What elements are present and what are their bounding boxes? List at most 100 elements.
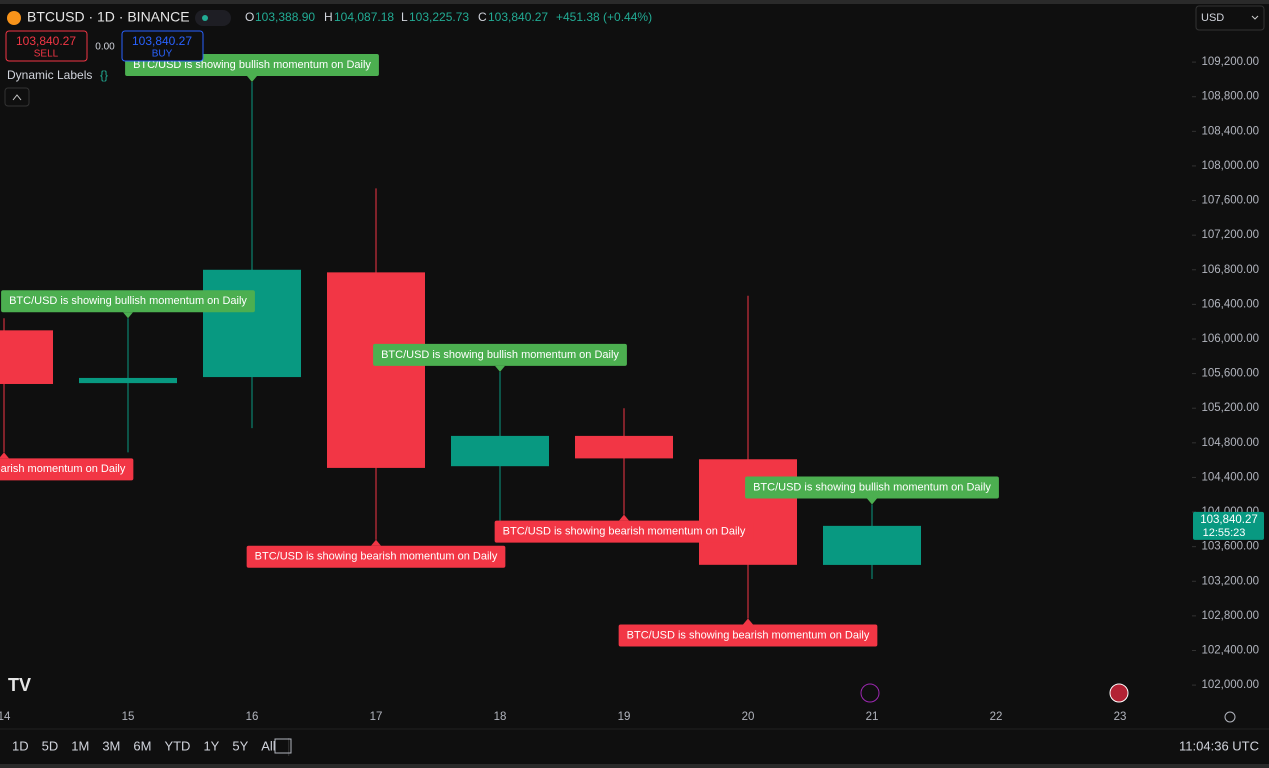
- event-icon[interactable]: [860, 683, 880, 703]
- y-tick-label: 105,600.00: [1201, 368, 1259, 380]
- price-tag-countdown: 12:55:23: [1203, 527, 1246, 539]
- toolbar: 1D 5D 1M 3M 6M YTD 1Y 5Y All: [12, 738, 290, 756]
- y-tick-label: 108,000.00: [1201, 160, 1259, 172]
- y-tick-label: 105,200.00: [1201, 402, 1259, 414]
- candle-body: [575, 435, 673, 459]
- buy-button[interactable]: [121, 30, 204, 62]
- c-value: 103,840.27: [488, 10, 548, 24]
- spread: 0.00: [95, 42, 115, 53]
- change: +451.38 (+0.44%): [556, 10, 652, 24]
- y-tick-label: 106,800.00: [1201, 264, 1259, 276]
- x-tick-label: 21: [866, 711, 879, 723]
- range-button[interactable]: 5Y: [232, 738, 248, 753]
- l-value: 103,225.73: [409, 10, 469, 24]
- signal-label: BTC/USD is showing bearish momentum on D…: [494, 514, 754, 543]
- y-tick-label: 107,600.00: [1201, 195, 1259, 207]
- range-button[interactable]: 3M: [102, 738, 120, 753]
- collapse-icon: [12, 94, 22, 101]
- dropdown-icon: [1251, 15, 1259, 20]
- x-tick-label: 22: [990, 711, 1003, 723]
- signal-pointer: [619, 514, 629, 521]
- bottom-edge: [0, 764, 1269, 768]
- y-tick-label: 102,800.00: [1201, 610, 1259, 622]
- signal-pointer: [0, 452, 9, 459]
- h-value: 104,087.18: [334, 10, 394, 24]
- signal-box: [745, 476, 999, 499]
- indicator-icon: {}: [100, 68, 108, 82]
- range-button[interactable]: 1D: [12, 738, 29, 753]
- y-tick-label: 104,800.00: [1201, 437, 1259, 449]
- range-button[interactable]: 5D: [42, 738, 59, 753]
- y-tick-label: 104,400.00: [1201, 471, 1259, 483]
- y-tick-label: 103,600.00: [1201, 541, 1259, 553]
- range-button[interactable]: 1M: [71, 738, 89, 753]
- signal-pointer: [743, 618, 753, 625]
- candle-body: [0, 330, 53, 384]
- range-button[interactable]: All: [261, 738, 276, 753]
- buy-label: BUY: [152, 49, 173, 60]
- currency-select[interactable]: [1195, 5, 1265, 31]
- candle-body: [203, 269, 301, 378]
- signal-label: BTC/USD is showing bullish momentum on D…: [125, 54, 379, 83]
- signal-text: BTC/USD is showing bullish momentum on D…: [381, 349, 619, 361]
- signal-box: [494, 520, 754, 543]
- currency: USD: [1201, 12, 1224, 24]
- x-tick-label: 18: [494, 711, 507, 723]
- clock: 11:04:36 UTC: [1179, 738, 1259, 753]
- candle-body: [699, 459, 797, 565]
- signal-box: [618, 624, 878, 647]
- status-pill[interactable]: [195, 10, 231, 26]
- y-tick-label: 102,400.00: [1201, 645, 1259, 657]
- l-label: L: [401, 10, 408, 24]
- symbol: BTCUSD · 1D · BINANCE: [27, 9, 190, 25]
- y-tick-label: 102,000.00: [1201, 679, 1259, 691]
- signal-label: BTC/USD is showing bullish momentum on D…: [745, 476, 999, 505]
- btc-icon: [7, 11, 21, 25]
- candle-body: [327, 272, 425, 468]
- y-tick-label: 106,000.00: [1201, 333, 1259, 345]
- x-tick-label: 19: [618, 711, 631, 723]
- signal-text: BTC/USD is showing bullish momentum on D…: [9, 295, 247, 307]
- signal-box: [246, 545, 506, 568]
- o-value: 103,388.90: [255, 10, 315, 24]
- signal-pointer: [371, 539, 381, 546]
- header: BTCUSD · 1D · BINANCE O 103,388.90 H 104…: [4, 5, 1265, 107]
- signal-box: [0, 458, 134, 481]
- x-tick-label: 15: [122, 711, 135, 723]
- signal-pointer: [247, 76, 257, 83]
- x-tick-label: 14: [0, 711, 11, 723]
- signal-label: BTC/USD is showing bullish momentum on D…: [1, 290, 255, 319]
- settings-icon[interactable]: [1224, 711, 1236, 723]
- signal-label: BTC/USD is showing bearish momentum on D…: [246, 539, 506, 568]
- y-tick-label: 107,200.00: [1201, 229, 1259, 241]
- candle-body: [79, 377, 177, 384]
- signal-text: BTC/USD is showing bearish momentum on D…: [0, 463, 126, 475]
- y-tick-label: 109,200.00: [1201, 56, 1259, 68]
- signal-text: BTC/USD is showing bearish momentum on D…: [503, 526, 746, 538]
- range-button[interactable]: YTD: [164, 738, 190, 753]
- collapse-button[interactable]: [4, 87, 30, 107]
- sell-button[interactable]: [5, 30, 88, 62]
- signal-pointer: [867, 498, 877, 505]
- logo: TV: [8, 675, 31, 695]
- signal-text: BTC/USD is showing bullish momentum on D…: [753, 481, 991, 493]
- x-tick-label: 20: [742, 711, 755, 723]
- sell-price: 103,840.27: [16, 34, 76, 48]
- signal-label: BTC/USD is showing bearish momentum on D…: [618, 618, 878, 647]
- y-tick-label: 108,800.00: [1201, 91, 1259, 103]
- flag-icon[interactable]: [1109, 683, 1129, 703]
- plot: 102,000.00 102,400.00 102,800.00 103,200.00…: [0, 54, 1259, 723]
- candle-body: [823, 525, 921, 565]
- signal-text: BTC/USD is showing bearish momentum on D…: [255, 551, 498, 563]
- x-tick-label: 16: [246, 711, 259, 723]
- h-label: H: [324, 10, 333, 24]
- calendar-icon[interactable]: [274, 738, 292, 754]
- o-label: O: [245, 10, 254, 24]
- range-button[interactable]: 1Y: [203, 738, 219, 753]
- top-edge: [0, 0, 1269, 4]
- signal-pointer: [495, 365, 505, 372]
- status-dot: [202, 15, 208, 21]
- range-button[interactable]: 6M: [133, 738, 151, 753]
